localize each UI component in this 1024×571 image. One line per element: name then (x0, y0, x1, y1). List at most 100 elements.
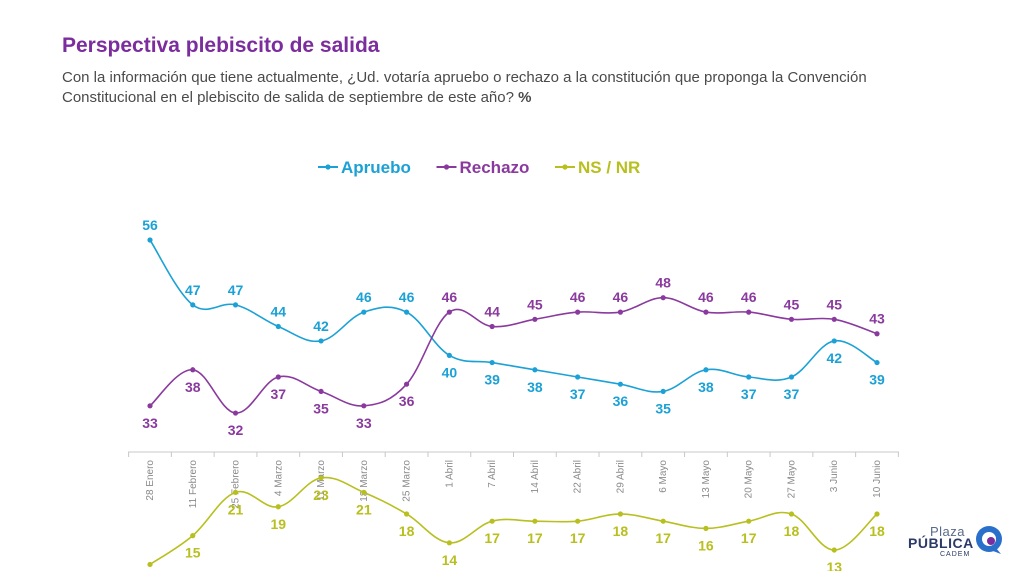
data-point-rechazo (275, 374, 281, 380)
x-tick-label: 28 Enero (145, 460, 156, 501)
data-point-apruebo (532, 367, 538, 373)
data-point-apruebo (874, 359, 880, 366)
x-tick-label: 3 Junio (829, 460, 840, 493)
data-point-apruebo (575, 374, 581, 380)
data-point-apruebo (617, 381, 624, 387)
subtitle-text: Con la información que tiene actualmente… (62, 69, 867, 106)
data-label-apruebo: 44 (271, 304, 287, 320)
data-label-ns-nr: 21 (356, 501, 372, 517)
data-point-apruebo (275, 323, 281, 330)
data-point-rechazo (318, 388, 324, 395)
data-point-apruebo (831, 338, 837, 344)
data-point-rechazo (617, 309, 624, 315)
x-tick-label: 13 Mayo (701, 460, 712, 499)
data-label-ns-nr: 14 (442, 552, 458, 568)
data-point-ns-nr (617, 511, 624, 517)
data-label-rechazo: 45 (826, 296, 842, 312)
data-point-ns-nr (874, 511, 880, 517)
legend-label-ns-nr: NS / NR (578, 158, 640, 177)
data-point-rechazo (232, 410, 239, 416)
data-point-apruebo (190, 302, 196, 308)
legend-marker-ns-nr (562, 164, 568, 170)
data-point-rechazo (660, 295, 666, 301)
logo-publica-text: PÚBLICA (908, 535, 974, 551)
data-label-rechazo: 45 (784, 296, 800, 312)
data-point-rechazo (532, 316, 538, 322)
logo-bubble-icon (976, 526, 1002, 554)
data-label-rechazo: 46 (442, 289, 458, 305)
x-tick-label: 7 Abril (487, 460, 498, 488)
x-tick-label: 6 Mayo (658, 460, 669, 493)
data-label-ns-nr: 15 (185, 545, 201, 561)
data-point-ns-nr (489, 518, 495, 524)
data-label-rechazo: 36 (399, 393, 415, 409)
data-point-ns-nr (446, 540, 452, 546)
data-label-rechazo: 46 (570, 289, 586, 305)
chart-subtitle: Con la información que tiene actualmente… (62, 68, 942, 108)
data-point-apruebo (403, 309, 410, 315)
data-point-apruebo (147, 237, 153, 243)
x-tick-label: 25 Febrero (231, 460, 242, 509)
data-label-ns-nr: 18 (869, 523, 885, 539)
data-label-ns-nr: 18 (784, 523, 800, 539)
data-point-ns-nr (746, 518, 752, 524)
data-label-apruebo: 56 (142, 217, 158, 233)
series-line-ns-nr (149, 476, 878, 566)
data-point-rechazo (874, 331, 880, 337)
data-label-ns-nr: 17 (527, 530, 543, 546)
x-tick-label: 20 Mayo (744, 460, 755, 499)
subtitle-unit: % (518, 89, 532, 106)
data-label-ns-nr: 17 (570, 530, 586, 546)
data-label-ns-nr: 18 (613, 523, 629, 539)
x-tick-label: 22 Abril (573, 460, 584, 493)
data-point-ns-nr (361, 489, 367, 495)
data-label-ns-nr: 16 (698, 537, 714, 553)
data-label-rechazo: 48 (655, 275, 671, 291)
data-label-rechazo: 37 (271, 386, 287, 402)
data-point-rechazo (746, 309, 752, 315)
legend-marker-apruebo (325, 164, 331, 170)
data-label-apruebo: 40 (442, 364, 458, 380)
x-tick-label: 10 Junio (872, 460, 883, 498)
data-point-ns-nr (703, 525, 709, 532)
data-label-ns-nr: 18 (399, 523, 415, 539)
data-label-apruebo: 35 (655, 400, 671, 416)
data-point-rechazo (147, 403, 153, 409)
data-point-ns-nr (147, 561, 153, 568)
data-label-ns-nr: 17 (741, 530, 757, 546)
data-label-apruebo: 39 (484, 372, 500, 388)
data-label-apruebo: 47 (185, 282, 201, 298)
data-label-ns-nr: 13 (826, 559, 842, 571)
data-label-apruebo: 39 (869, 372, 885, 388)
data-point-ns-nr (532, 518, 538, 524)
data-label-apruebo: 37 (570, 386, 586, 402)
data-label-ns-nr: 23 (313, 487, 329, 503)
legend-marker-rechazo (443, 164, 450, 170)
data-label-rechazo: 46 (741, 289, 757, 305)
data-label-apruebo: 37 (784, 386, 800, 402)
data-label-ns-nr: 19 (271, 516, 287, 532)
x-tick-label: 29 Abril (615, 460, 626, 493)
data-label-ns-nr: 17 (655, 530, 671, 546)
data-point-rechazo (190, 367, 196, 373)
x-tick-label: 14 Abril (530, 460, 541, 493)
data-point-ns-nr (275, 504, 281, 510)
data-label-apruebo: 47 (228, 282, 244, 298)
data-label-rechazo: 38 (185, 379, 201, 395)
data-point-rechazo (788, 316, 795, 322)
data-label-apruebo: 38 (527, 379, 543, 395)
data-label-rechazo: 35 (313, 400, 329, 416)
series-line-rechazo (149, 296, 878, 414)
data-label-ns-nr: 21 (228, 501, 244, 517)
data-point-ns-nr (831, 547, 837, 553)
data-point-rechazo (575, 309, 581, 315)
data-point-ns-nr (190, 533, 196, 539)
data-label-rechazo: 33 (142, 415, 158, 431)
x-tick-label: 1 Abril (444, 460, 455, 488)
plaza-publica-cadem-logo: Plaza PÚBLICA CADEM (906, 524, 1006, 564)
data-point-ns-nr (788, 511, 795, 517)
data-point-apruebo (660, 388, 666, 395)
data-point-apruebo (232, 302, 239, 308)
data-point-rechazo (703, 309, 709, 315)
